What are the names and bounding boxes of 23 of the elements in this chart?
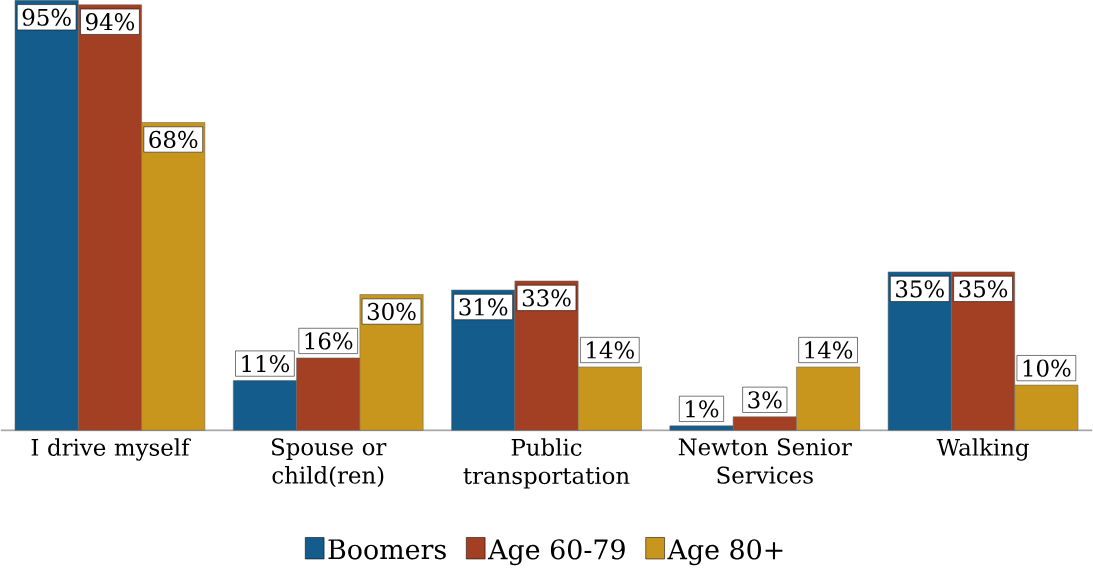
- data-label: 68%: [149, 130, 198, 149]
- data-label: 3%: [748, 391, 782, 409]
- data-label: 33%: [522, 289, 571, 307]
- legend-label: Age 80+: [667, 539, 783, 566]
- x-tick-label: Walking: [936, 438, 1029, 461]
- x-tick-label: Spouse or child(ren): [272, 438, 387, 487]
- x-tick-label: Public transportation: [463, 438, 630, 489]
- data-label: 1%: [686, 400, 719, 418]
- data-label: 14%: [805, 341, 853, 359]
- data-label: 94%: [85, 13, 135, 31]
- data-label: 35%: [896, 280, 944, 298]
- x-tick-label: Newton Senior Services: [678, 438, 852, 484]
- data-label: 11%: [242, 354, 290, 373]
- data-label: 31%: [459, 298, 508, 316]
- data-label: 30%: [367, 302, 416, 321]
- data-label: 95%: [22, 8, 71, 26]
- data-label: 16%: [305, 332, 353, 350]
- legend-label: Age 60-79: [487, 539, 625, 566]
- legend-label: Boomers: [328, 539, 446, 560]
- x-tick-label: I drive myself: [31, 438, 191, 461]
- data-label: 35%: [959, 280, 1008, 298]
- data-label: 14%: [587, 341, 634, 359]
- data-label: 10%: [1023, 359, 1071, 377]
